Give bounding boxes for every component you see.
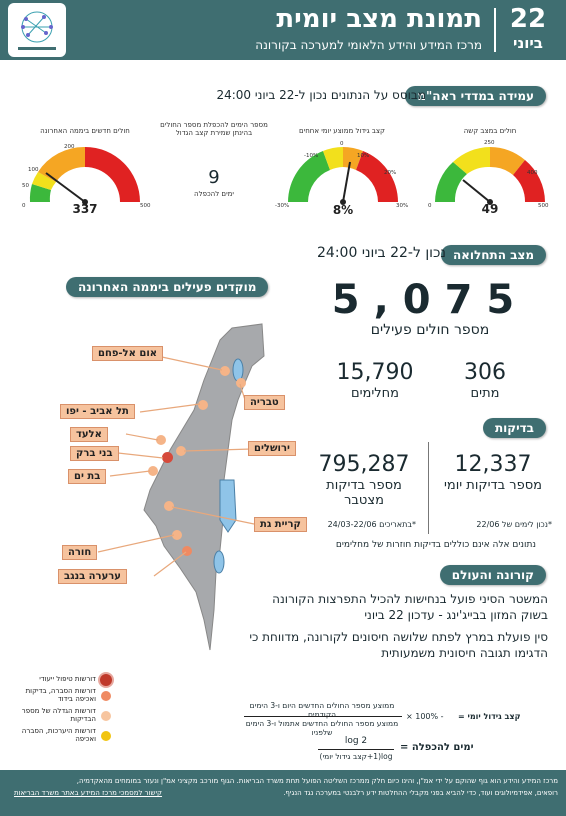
footer-line-2: רופאים, אפידמיולוגים ועוד, כדי להביא בפנ…	[283, 789, 558, 797]
indicators-pill: עמידה במדדי ראה"מ	[405, 86, 546, 106]
gauge-severe-tick-250: 250	[484, 140, 495, 146]
city-label-elad: אלעד	[70, 427, 108, 442]
indicators-asof: מבוסס על הנתונים נכון ל-22 ביוני 24:00	[216, 88, 426, 102]
page-subtitle: מרכז המידע והידע הלאומי למערכה בקורונה	[255, 38, 482, 52]
header-date-month: ביוני	[513, 34, 543, 52]
gauge-new-value: 337	[72, 202, 98, 216]
map-dot-hura	[172, 530, 182, 540]
tests-daily-label: מספר בדיקות יומי	[443, 478, 542, 493]
active-label: מספר חולים פעילים	[370, 322, 490, 338]
city-label-kiryat-gat: קריית גת	[254, 517, 307, 532]
city-label-tel-aviv: תל אביב - יפו	[60, 404, 135, 419]
footer-line-1: מרכז המידע והידע הוא גוף שהוקם על ידי אמ…	[76, 777, 558, 785]
doubling-label: מספר הימים להכפלת מספר החולים בהינתן שמי…	[160, 121, 268, 138]
tests-total-label: מספר בדיקות מצטבר	[326, 478, 402, 508]
map-dot-umm-al-fahm	[220, 366, 230, 376]
legend-label-red: דורשות טיפול ייעודי	[39, 675, 96, 683]
formula-double-den: log(1+קצב גידול יומי)	[319, 752, 393, 761]
deaths-label: מתים	[470, 386, 500, 401]
formula-rate-den: ממוצע מספר החולים החדשים אתמול ו-3 הימים…	[245, 719, 399, 737]
gauge-severe	[435, 147, 545, 205]
header-date-day: 22	[509, 4, 547, 34]
city-label-tiberias: טבריה	[244, 395, 285, 410]
gauge-severe-tick-400: 400	[527, 170, 538, 176]
gauge-growth-tick-0: 0	[340, 141, 344, 147]
logo-network-icon	[8, 3, 66, 57]
legend-dot-yellow	[101, 731, 111, 741]
map-dot-bnei-brak	[162, 452, 173, 463]
footer-bar	[0, 770, 566, 816]
formula-double-label: ימים להכפלה =	[400, 742, 474, 753]
gauge-new-tick-100: 100	[28, 167, 39, 173]
formula-rate-suffix: - 100% ×	[406, 712, 444, 721]
map-dot-tel-aviv	[198, 400, 208, 410]
world-para-2: סין פועלת במרץ לפתח שלושה חיסונים לקורונ…	[249, 630, 548, 660]
gauge-severe-tick-0: 0	[428, 203, 432, 209]
gauge-growth	[288, 147, 398, 205]
city-label-bat-yam: בת ים	[68, 469, 107, 484]
doubling-value: 9	[208, 167, 220, 188]
map-dot-elad	[156, 435, 166, 445]
header-bar	[0, 0, 566, 60]
gauge-new-tick-50: 50	[22, 183, 29, 189]
page-title: תמונת מצב יומית	[276, 4, 482, 34]
tests-daily-note: *נכון לימים של 22/06	[476, 520, 552, 529]
doubling-sub: ימים להכפלה	[194, 190, 234, 198]
tests-pill: בדיקות	[482, 418, 546, 438]
gauge-growth-tick-10: 10%	[357, 153, 370, 159]
legend-label-peach: דורשות הגדלה של מספר הבדיקות	[21, 707, 96, 723]
legend-label-orange: דורשות הסברה, בדיקות ואכיפה בידוד	[25, 687, 96, 703]
gauge-new-tick-200: 200	[64, 144, 75, 150]
gauge-new-label: חולים חדשים ביממה האחרונה	[40, 127, 130, 135]
tests-total-note: *בתאריכים 24/03-22/06	[327, 520, 416, 529]
recovered-label: מחלימים	[351, 386, 399, 401]
active-value: 5,075	[331, 277, 529, 323]
israel-map	[143, 323, 265, 651]
gauge-growth-tick-20: 20%	[384, 170, 397, 176]
city-label-bnei-brak: בני ברק	[70, 446, 119, 461]
world-para-1: המשטר הסיני פועל בנחישות להכיל התפרצות ה…	[272, 592, 548, 622]
recovered-value: 15,790	[336, 360, 414, 385]
deaths-value: 306	[464, 360, 506, 385]
gauge-growth-tick-m30: -30%	[275, 203, 290, 209]
status-pill: מצב התחלואה	[440, 245, 546, 265]
tests-daily-value: 12,337	[454, 452, 532, 477]
world-pill: קורונה והעולם	[439, 565, 546, 585]
map-dot-tiberias	[236, 378, 246, 388]
city-label-arara: ערערה בנגב	[58, 569, 127, 584]
tests-footnote: נתונים אלה אינם כוללים בדיקות חוזרות של …	[335, 540, 536, 550]
gauge-severe-value: 49	[481, 202, 499, 216]
gauge-new	[29, 146, 140, 205]
tests-divider	[428, 442, 429, 534]
gauge-new-tick-500: 500	[140, 203, 151, 209]
footer-link[interactable]: קישור למסמכי מרכז המידע באתר משרד הבריאו…	[14, 789, 163, 797]
map-pill: מוקדים פעילים ביממה האחרונה	[66, 277, 269, 297]
map-dot-arara	[182, 546, 192, 556]
status-asof: נכון ל-22 ביוני 24:00	[317, 245, 446, 261]
city-label-jerusalem: ירושלים	[248, 441, 296, 456]
map-dot-bat-yam	[148, 466, 158, 476]
gauge-growth-tick-m10: -10%	[304, 153, 319, 159]
tests-total-value: 795,287	[318, 452, 410, 477]
legend-dot-orange	[101, 691, 111, 701]
formula-rate-label: קצב גידול יומי =	[458, 712, 521, 721]
map-dot-jerusalem	[176, 446, 186, 456]
city-label-hura: חורה	[62, 545, 98, 560]
legend-dot-red	[100, 674, 112, 686]
formula-rate-bar	[244, 716, 402, 717]
gauge-severe-label: חולים במצב קשה	[463, 127, 517, 135]
legend-dot-peach	[101, 711, 111, 721]
formula-double-num: log 2	[344, 736, 368, 746]
gauge-growth-tick-30: 30%	[396, 203, 409, 209]
header-divider	[494, 8, 496, 52]
map-dot-kiryat-gat	[164, 501, 174, 511]
formula-double-bar	[318, 749, 394, 750]
gauge-growth-value: 8%	[332, 203, 354, 217]
gauge-new-tick-0: 0	[22, 203, 26, 209]
city-label-umm-al-fahm: אום אל-פחם	[92, 346, 164, 361]
gauge-growth-label: קצב גידול ממוצע יומי אחחים	[298, 127, 385, 135]
gauge-severe-tick-500: 500	[538, 203, 549, 209]
formula-rate-num: ממוצע מספר החולים החדשים היום ו-3 הימים …	[249, 701, 395, 719]
legend-label-yellow: דורשות היערכות, הסברה ואכיפה	[21, 727, 96, 743]
